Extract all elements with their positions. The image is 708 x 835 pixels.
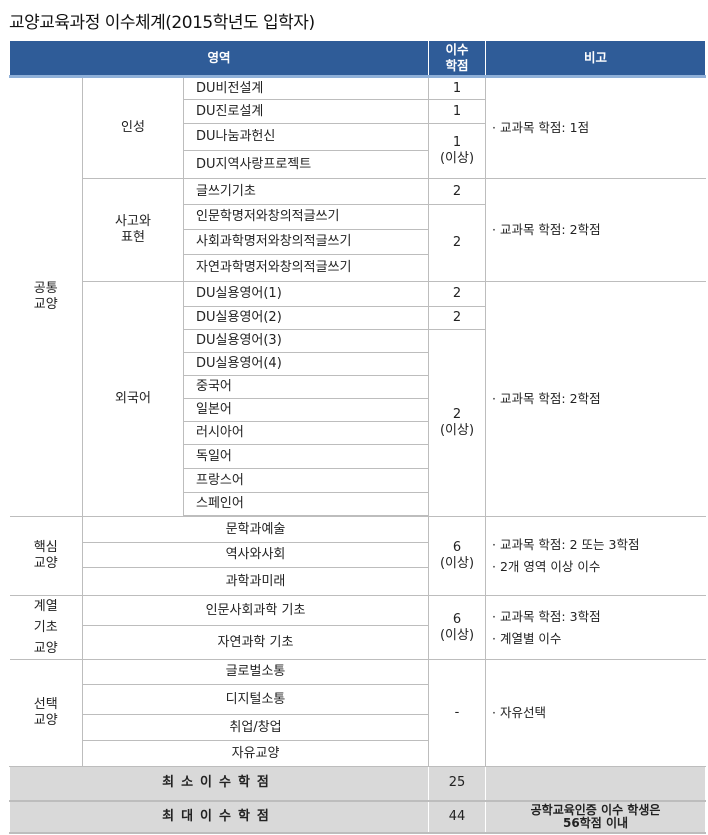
table-row: 선택 교양 글로벌소통 - · 자유선택 [9,659,706,767]
table-row: 사고와 표현 글쓰기기초 2 · 교과목 학점: 2학점 [10,178,706,282]
table-row: 자연과학명저와창의적글쓰기 [10,254,706,282]
credits: 2 [428,306,487,330]
group-basic: 계열 기초 교양 [9,595,83,660]
curriculum-table: 영역 이수 학점 비고 공통 교양 인성 DU비전설계 1 · 교과목 학점: 1점… [8,40,707,834]
course: DU실용영어(2) [182,306,430,330]
remark: · 교과목 학점: 2학점 [485,281,706,517]
group-elective: 선택 교양 [9,659,83,767]
remark: · 교과목 학점: 2 또는 3학점 · 2개 영역 이상 이수 [485,516,706,596]
course: 글로벌소통 [81,659,430,685]
table-row: 프랑스어 [10,468,706,493]
course: 독일어 [182,444,430,469]
table-row: DU지역사랑프로젝트 [10,150,706,179]
course: DU지역사랑프로젝트 [182,150,430,179]
max-credits-label: 최대이수학점 [8,800,430,834]
credits: 2 [428,204,487,282]
course: DU비전설계 [182,76,430,100]
table-row: 중국어 [10,375,706,399]
credits: - [428,659,487,767]
course: 프랑스어 [182,468,430,493]
course: 자연과학 기초 [81,625,430,660]
credits: 2 [428,178,487,205]
table-row: 계열 기초 교양 인문사회과학 기초 6 (이상) · 교과목 학점: 3학점 · 계열… [9,594,706,660]
course: 러시아어 [182,421,430,445]
course: 사회과학명저와창의적글쓰기 [182,229,430,255]
table-row: 공통 교양 인성 DU비전설계 1 · 교과목 학점: 1점 [9,76,706,517]
summary-row-max: 최대이수학점 44 공학교육인증 이수 학생은 56학점 이내 [8,800,707,834]
table-row: 사회과학명저와창의적글쓰기 [10,229,706,255]
course: DU실용영어(4) [182,352,430,376]
header-area: 영역 [8,40,430,78]
subgroup-writing: 사고와 표현 [82,178,184,282]
table-header-row: 영역 이수 학점 비고 [8,40,707,78]
table-row: 취업/창업 [10,714,706,741]
course: DU진로설계 [182,99,430,124]
course: 일본어 [182,398,430,422]
table-row: 역사와사회 [10,542,706,568]
course: 역사와사회 [81,542,430,568]
table-row: 자유교양 [10,740,706,767]
remark: · 자유선택 [485,659,706,767]
course: 과학과미래 [81,567,430,596]
group-common: 공통 교양 [9,76,83,517]
remark: · 교과목 학점: 2학점 [485,178,706,282]
credits: 1 (이상) [428,123,487,179]
table-row: DU실용영어(3) 2 (이상) [10,329,706,517]
table-row: DU실용영어(2) 2 [10,306,706,330]
table-row: 외국어 DU실용영어(1) 2 · 교과목 학점: 2학점 [10,281,706,517]
credits: 1 [428,76,487,100]
credits: 2 (이상) [428,329,487,517]
group-core: 핵심 교양 [9,516,83,596]
course: DU나눔과헌신 [182,123,430,151]
remark: · 교과목 학점: 1점 [485,76,706,179]
min-credits-note [485,766,707,802]
course: DU실용영어(3) [182,329,430,353]
course: 인문학명저와창의적글쓰기 [182,204,430,230]
table-row: 자연과학 기초 [10,625,706,660]
table-row: DU진로설계 1 [10,99,706,124]
max-credits-note: 공학교육인증 이수 학생은 56학점 이내 [485,800,707,834]
course: 자연과학명저와창의적글쓰기 [182,254,430,282]
course: 중국어 [182,375,430,399]
course: 디지털소통 [81,684,430,715]
course: DU실용영어(1) [182,281,430,307]
header-remarks: 비고 [485,40,707,78]
course: 스페인어 [182,492,430,516]
subgroup-insung: 인성 [82,76,184,179]
subgroup-foreign: 외국어 [82,281,184,517]
table-row: 핵심 교양 문학과예술 6 (이상) · 교과목 학점: 2 또는 3학점 · 2개 … [9,516,706,596]
course: 글쓰기기초 [182,178,430,205]
credits: 6 (이상) [428,595,487,660]
min-credits-value: 25 [428,766,487,802]
remark: · 교과목 학점: 3학점 · 계열별 이수 [485,595,706,660]
course: 취업/창업 [81,714,430,741]
page-title: 교양교육과정 이수체계(2015학년도 입학자) [9,13,315,33]
table-row: DU나눔과헌신 1 (이상) [10,123,706,179]
course: 자유교양 [81,740,430,767]
table-row: 스페인어 [10,492,706,516]
course: 문학과예술 [81,516,430,543]
min-credits-label: 최소이수학점 [8,766,430,802]
table-row: DU실용영어(4) [10,352,706,376]
summary-row-min: 최소이수학점 25 [8,766,707,802]
table-row: 인문학명저와창의적글쓰기 2 [10,204,706,282]
credits: 6 (이상) [428,516,487,596]
table-row: 디지털소통 [10,684,706,715]
course: 인문사회과학 기초 [81,594,430,627]
table-row: 독일어 [10,444,706,469]
header-credits: 이수 학점 [428,40,487,78]
credits: 2 [428,281,487,307]
max-credits-value: 44 [428,800,487,834]
credits: 1 [428,99,487,124]
